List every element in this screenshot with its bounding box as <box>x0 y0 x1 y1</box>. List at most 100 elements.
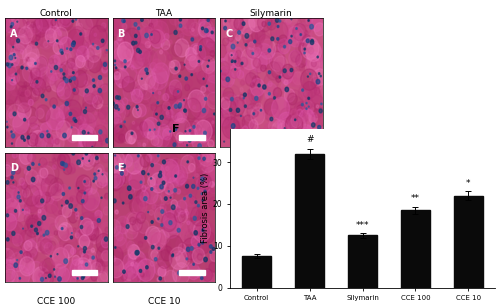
Circle shape <box>121 39 130 50</box>
Circle shape <box>118 168 130 183</box>
Circle shape <box>24 52 39 72</box>
Circle shape <box>188 217 203 236</box>
Circle shape <box>122 270 126 273</box>
Circle shape <box>58 189 60 193</box>
Circle shape <box>241 136 242 137</box>
Circle shape <box>168 106 170 109</box>
Circle shape <box>14 118 24 131</box>
Circle shape <box>204 131 206 135</box>
Circle shape <box>220 117 230 129</box>
Circle shape <box>73 39 88 58</box>
Circle shape <box>174 273 180 281</box>
Circle shape <box>20 248 31 262</box>
Circle shape <box>148 173 149 175</box>
Circle shape <box>198 106 212 125</box>
Circle shape <box>152 230 167 249</box>
Circle shape <box>46 26 62 46</box>
Circle shape <box>24 203 30 210</box>
Circle shape <box>124 66 126 68</box>
Circle shape <box>66 200 68 204</box>
Circle shape <box>32 177 35 182</box>
Circle shape <box>260 109 262 111</box>
Circle shape <box>206 159 222 178</box>
Circle shape <box>303 91 306 95</box>
Circle shape <box>2 269 18 289</box>
Circle shape <box>162 95 166 100</box>
Circle shape <box>162 168 166 173</box>
Circle shape <box>291 109 298 117</box>
Circle shape <box>268 92 270 95</box>
Circle shape <box>98 29 112 47</box>
Circle shape <box>41 175 58 196</box>
Circle shape <box>27 136 30 139</box>
Circle shape <box>126 105 130 109</box>
Circle shape <box>102 62 108 70</box>
Circle shape <box>164 137 175 151</box>
Circle shape <box>170 154 177 164</box>
Circle shape <box>192 185 195 188</box>
Circle shape <box>204 97 206 100</box>
Circle shape <box>12 17 26 35</box>
Circle shape <box>20 59 26 67</box>
Circle shape <box>58 277 61 281</box>
Circle shape <box>144 140 148 146</box>
Circle shape <box>60 162 64 166</box>
Circle shape <box>32 179 46 197</box>
Circle shape <box>198 61 200 62</box>
Circle shape <box>122 19 125 23</box>
Circle shape <box>29 97 35 105</box>
Circle shape <box>40 262 46 271</box>
Circle shape <box>276 43 284 53</box>
Circle shape <box>81 193 95 210</box>
Circle shape <box>158 185 172 202</box>
Circle shape <box>40 259 44 266</box>
Circle shape <box>54 264 65 278</box>
Circle shape <box>179 182 190 195</box>
Circle shape <box>136 132 148 146</box>
Circle shape <box>102 199 111 211</box>
Circle shape <box>46 116 50 121</box>
Circle shape <box>86 222 95 233</box>
Circle shape <box>253 134 265 149</box>
Circle shape <box>230 13 243 30</box>
Circle shape <box>140 272 144 277</box>
Circle shape <box>12 267 16 272</box>
Circle shape <box>4 273 13 285</box>
Circle shape <box>17 195 20 199</box>
Circle shape <box>82 200 84 203</box>
Circle shape <box>252 27 265 44</box>
Circle shape <box>218 111 223 118</box>
Circle shape <box>120 47 135 66</box>
Circle shape <box>132 209 134 212</box>
Circle shape <box>161 39 170 50</box>
Circle shape <box>106 138 109 143</box>
Circle shape <box>198 148 214 166</box>
Circle shape <box>152 204 156 209</box>
Circle shape <box>272 16 278 23</box>
Circle shape <box>129 171 144 190</box>
Circle shape <box>142 18 149 27</box>
Circle shape <box>119 84 122 88</box>
Circle shape <box>150 18 162 34</box>
Circle shape <box>82 154 93 168</box>
Circle shape <box>24 214 32 223</box>
Circle shape <box>288 37 302 56</box>
Circle shape <box>166 86 177 100</box>
Circle shape <box>5 36 13 46</box>
Circle shape <box>234 43 247 59</box>
Circle shape <box>148 228 166 250</box>
Circle shape <box>148 33 154 40</box>
Circle shape <box>318 73 320 75</box>
Circle shape <box>43 234 45 236</box>
Circle shape <box>68 188 81 204</box>
Circle shape <box>206 253 212 261</box>
Circle shape <box>196 269 203 278</box>
Circle shape <box>130 198 142 214</box>
Circle shape <box>206 190 220 207</box>
Circle shape <box>8 232 14 240</box>
Circle shape <box>28 215 42 234</box>
Circle shape <box>24 241 32 251</box>
Circle shape <box>26 264 34 275</box>
Circle shape <box>200 48 202 51</box>
Circle shape <box>300 34 302 35</box>
